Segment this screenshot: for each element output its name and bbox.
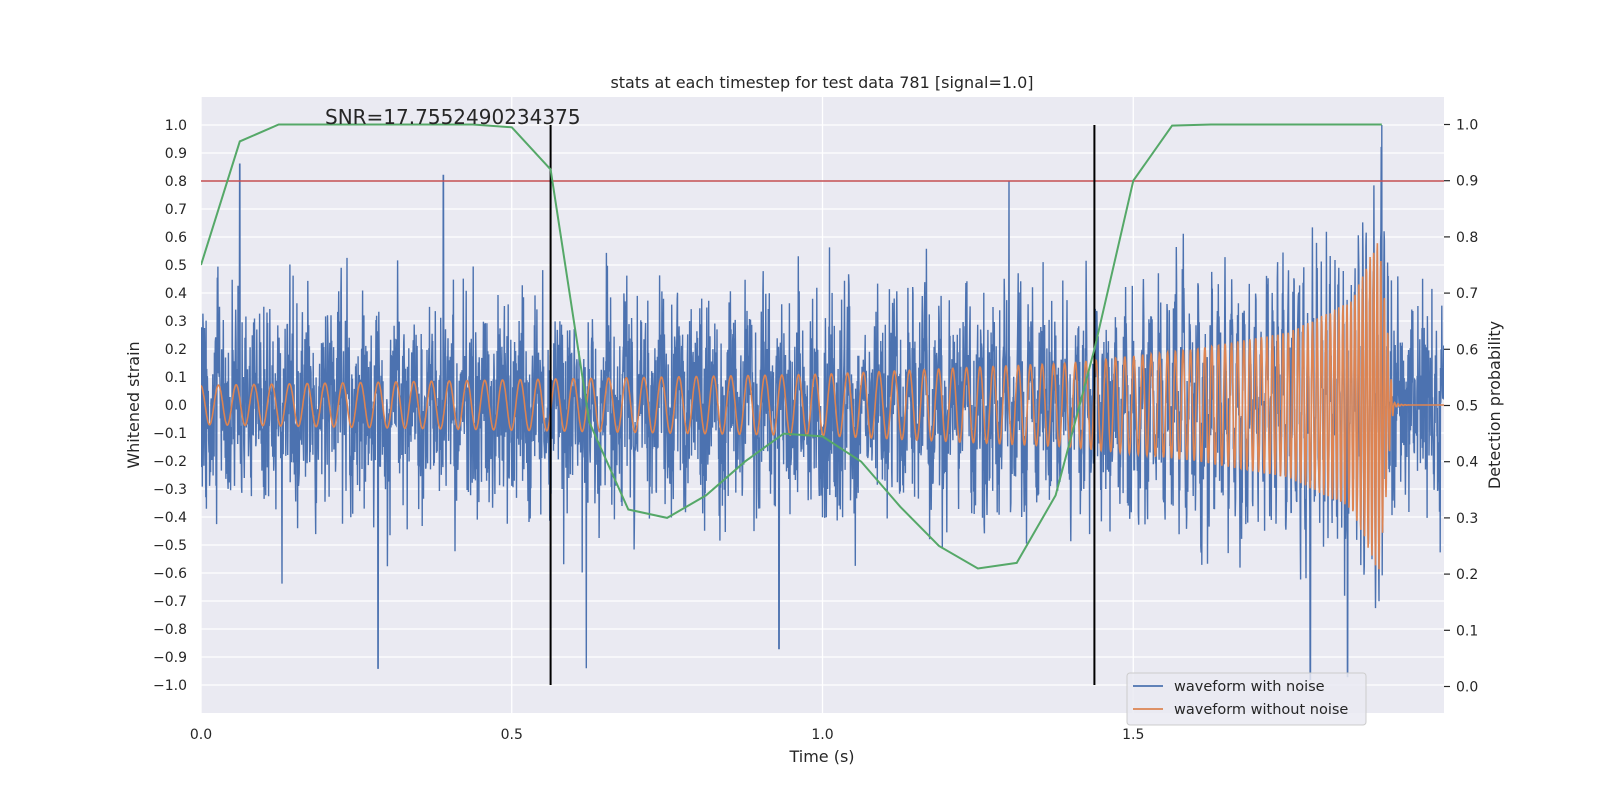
y2-tick-label: 0.8: [1456, 230, 1478, 246]
y-tick-label: −0.6: [153, 566, 187, 582]
y-axis-left: 1.0 0.9 0.8 0.7 0.6 0.5 0.4 0.3 0.2 0.1 0.0 −0.1 −0.…: [153, 118, 187, 694]
vertical-markers: [549, 125, 1096, 685]
series-line-waveform-without-noise: [201, 243, 1444, 570]
grid: [200, 97, 1444, 713]
y-tick-label: 0.8: [165, 174, 187, 190]
y-tick-label: −0.3: [153, 482, 187, 498]
legend-box: [1126, 672, 1367, 726]
y2-tick-label: 0.0: [1456, 680, 1478, 696]
y-tick-label: −0.1: [153, 426, 187, 442]
series-line-waveform-with-noise: [201, 124, 1444, 681]
y-tick-label: 0.3: [165, 314, 187, 330]
y2-tick-label: 0.2: [1456, 567, 1478, 583]
y-tick-label: 0.2: [165, 342, 187, 358]
y2-tick-label: 0.7: [1456, 286, 1478, 302]
y2-tick-label: 0.3: [1456, 511, 1478, 527]
y2-tick-label: 0.9: [1456, 174, 1478, 190]
x-axis-label: Time (s): [788, 747, 854, 766]
x-axis: 0.0 0.5 1.0 1.5: [190, 727, 1145, 743]
y-tick-label: 0.5: [165, 258, 187, 274]
y2-tick-label: 1.0: [1456, 118, 1478, 134]
legend-label-waveform-without-noise: waveform without noise: [1174, 702, 1348, 718]
chart-title: stats at each timestep for test data 781…: [610, 73, 1033, 92]
y-axis-right: 1.0 0.9 0.8 0.7 0.6 0.5 0.4 0.3 0.2 0.1 0.0: [1444, 118, 1478, 696]
y2-axis-label: Detection probability: [1485, 321, 1504, 489]
y-tick-label: 0.4: [165, 286, 187, 302]
x-tick-label: 0.5: [501, 727, 523, 743]
y2-tick-label: 0.5: [1456, 399, 1478, 415]
y-tick-label: −0.8: [153, 622, 187, 638]
series-line-detection-probability: [201, 123, 1382, 570]
y-tick-label: −0.9: [153, 650, 187, 666]
y2-tick-label: 0.4: [1456, 455, 1478, 471]
y-tick-label: 0.7: [165, 202, 187, 218]
y-axis-label: Whitened strain: [124, 341, 143, 468]
y-tick-label: −0.5: [153, 538, 187, 554]
x-tick-label: 1.5: [1122, 727, 1144, 743]
y-tick-label: 1.0: [165, 118, 187, 134]
y-tick-label: −0.4: [153, 510, 187, 526]
y-tick-label: 0.0: [165, 398, 187, 414]
y-tick-label: 0.9: [165, 146, 187, 162]
y-tick-label: −0.7: [153, 594, 187, 610]
y-tick-label: −1.0: [153, 678, 187, 694]
snr-annotation: SNR=17.7552490234375: [325, 105, 581, 129]
y-tick-label: 0.6: [165, 230, 187, 246]
y-tick-label: 0.1: [165, 370, 187, 386]
y2-tick-label: 0.6: [1456, 342, 1478, 358]
y2-tick-label: 0.1: [1456, 623, 1478, 639]
plot-area: [201, 123, 1444, 685]
legend-label-waveform-with-noise: waveform with noise: [1174, 679, 1325, 695]
x-tick-label: 1.0: [811, 727, 833, 743]
legend: waveform with noise waveform without noi…: [1126, 672, 1367, 726]
y-tick-label: −0.2: [153, 454, 187, 470]
x-tick-label: 0.0: [190, 727, 212, 743]
